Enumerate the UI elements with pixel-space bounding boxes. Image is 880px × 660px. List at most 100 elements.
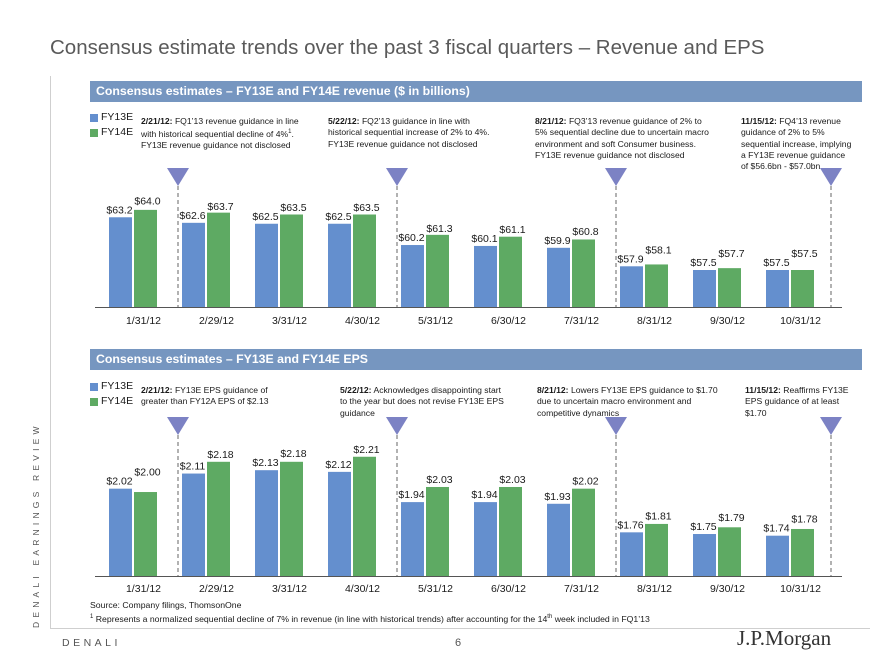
revenue-bar-fy14 [718, 268, 741, 307]
revenue-bar-fy14 [572, 239, 595, 307]
eps-legend: FY13E FY14E [90, 379, 133, 409]
revenue-note-4: 11/15/12: FQ4’13 revenue guidance of 2% … [741, 116, 852, 172]
revenue-tick-label: 2/29/12 [199, 315, 234, 327]
eps-label-fy14: $2.00 [134, 467, 160, 479]
revenue-bar-fy14 [426, 234, 449, 307]
eps-bar-fy13 [474, 502, 497, 576]
bottom-rule [50, 628, 870, 629]
revenue-tick-label: 1/31/12 [126, 315, 161, 327]
page-number: 6 [455, 637, 462, 649]
source-note: Source: Company filings, ThomsonOne [90, 600, 242, 610]
revenue-bar-fy13 [547, 247, 570, 307]
eps-label-fy13: $1.94 [398, 489, 424, 501]
revenue-label-fy14: $63.5 [353, 202, 379, 214]
eps-label-fy14: $2.18 [280, 448, 306, 460]
eps-note-4: 11/15/12: Reaffirms FY13E EPS guidance o… [745, 385, 849, 418]
eps-bar-fy14 [134, 492, 157, 576]
revenue-label-fy13: $62.6 [179, 210, 205, 222]
eps-tick-label: 8/31/12 [637, 583, 672, 595]
revenue-bar-fy14 [280, 214, 303, 307]
revenue-tick-label: 5/31/12 [418, 315, 453, 327]
revenue-guidance-triangle-icon [820, 168, 842, 186]
revenue-label-fy14: $64.0 [134, 195, 160, 207]
eps-bar-fy14 [572, 488, 595, 576]
revenue-bar-fy13 [693, 270, 716, 307]
eps-label-fy14: $2.03 [426, 474, 452, 486]
eps-bar-fy14 [645, 523, 668, 576]
revenue-label-fy13: $62.5 [325, 211, 351, 223]
revenue-tick-label: 10/31/12 [780, 315, 821, 327]
revenue-label-fy14: $63.7 [207, 201, 233, 213]
eps-bar-fy13 [620, 532, 643, 576]
revenue-label-fy14: $57.5 [791, 248, 817, 260]
legend-fy14: FY14E [90, 394, 133, 409]
fy14-swatch-icon [90, 397, 98, 406]
footnotes: Source: Company filings, ThomsonOne 1 Re… [90, 600, 650, 625]
revenue-label-fy14: $61.1 [499, 224, 525, 236]
fy13-swatch-icon [90, 113, 98, 122]
revenue-bar-fy13 [182, 222, 205, 307]
revenue-guidance-triangle-icon [167, 168, 189, 186]
footer-brand: DENALI [62, 637, 121, 649]
eps-bar-fy13 [547, 503, 570, 576]
eps-label-fy14: $1.81 [645, 510, 671, 522]
revenue-bar-fy14 [134, 209, 157, 307]
revenue-note-1: 2/21/12: FQ1’13 revenue guidance in line… [141, 116, 299, 151]
revenue-tick-label: 8/31/12 [637, 315, 672, 327]
revenue-label-fy13: $63.2 [106, 204, 132, 216]
revenue-label-fy13: $57.5 [763, 257, 789, 269]
revenue-label-fy14: $58.1 [645, 244, 671, 256]
revenue-bar-fy14 [499, 236, 522, 307]
eps-bar-fy14 [426, 486, 449, 576]
eps-bar-fy14 [207, 461, 230, 576]
revenue-tick-label: 6/30/12 [491, 315, 526, 327]
eps-label-fy13: $1.93 [544, 491, 570, 503]
revenue-label-fy13: $59.9 [544, 235, 570, 247]
legend-fy14: FY14E [90, 125, 133, 140]
eps-guidance-triangle-icon [605, 417, 627, 435]
eps-label-fy13: $1.94 [471, 489, 497, 501]
fy13-swatch-icon [90, 382, 98, 391]
eps-bar-fy13 [328, 471, 351, 576]
eps-label-fy13: $2.12 [325, 459, 351, 471]
eps-label-fy14: $1.78 [791, 514, 817, 526]
eps-bar-fy13 [182, 473, 205, 576]
revenue-bar-fy13 [620, 266, 643, 307]
eps-tick-label: 4/30/12 [345, 583, 380, 595]
eps-label-fy14: $2.18 [207, 449, 233, 461]
revenue-bar-fy13 [328, 223, 351, 307]
eps-label-fy13: $2.02 [106, 476, 132, 488]
eps-bar-fy14 [353, 456, 376, 576]
footnote-1: 1 Represents a normalized sequential dec… [90, 613, 650, 624]
eps-bar-fy14 [280, 461, 303, 576]
eps-label-fy13: $2.11 [180, 461, 206, 473]
eps-bar-fy14 [791, 528, 814, 576]
revenue-bar-fy14 [645, 264, 668, 307]
revenue-tick-label: 9/30/12 [710, 315, 745, 327]
revenue-bar-fy13 [474, 245, 497, 307]
jpmorgan-logo: J.P.Morgan [737, 626, 832, 650]
eps-label-fy14: $2.21 [353, 444, 379, 456]
revenue-bar-fy13 [109, 217, 132, 307]
eps-tick-label: 10/31/12 [780, 583, 821, 595]
revenue-bar-fy14 [207, 212, 230, 307]
eps-note-2: 5/22/12: Acknowledges disappointing star… [340, 385, 504, 418]
revenue-bar-fy13 [255, 223, 278, 307]
eps-bar-fy14 [499, 486, 522, 576]
revenue-label-fy13: $57.9 [617, 253, 643, 265]
revenue-label-fy13: $57.5 [690, 257, 716, 269]
fy14-swatch-icon [90, 128, 98, 137]
eps-bar-fy13 [693, 534, 716, 576]
revenue-bar-fy14 [791, 270, 814, 307]
eps-note-3: 8/21/12: Lowers FY13E EPS guidance to $1… [537, 385, 718, 418]
eps-bar-fy13 [109, 488, 132, 576]
revenue-note-2: 5/22/12: FQ2’13 guidance in line with hi… [328, 116, 490, 149]
revenue-label-fy13: $60.1 [471, 233, 497, 245]
eps-label-fy13: $1.75 [690, 521, 716, 533]
revenue-label-fy13: $60.2 [398, 232, 424, 244]
revenue-label-fy13: $62.5 [252, 211, 278, 223]
eps-note-1: 2/21/12: FY13E EPS guidance of greater t… [141, 385, 269, 407]
eps-label-fy13: $2.13 [252, 457, 278, 469]
eps-bar-fy14 [718, 527, 741, 576]
revenue-legend: FY13E FY14E [90, 110, 133, 140]
